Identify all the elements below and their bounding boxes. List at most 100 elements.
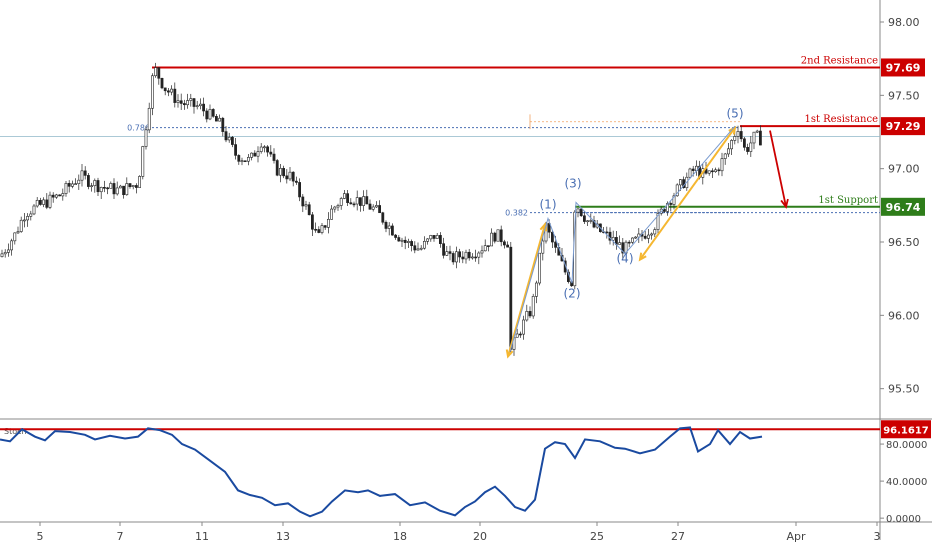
- candle-body: [176, 100, 180, 103]
- candlestick: [477, 251, 481, 265]
- candlestick: [717, 167, 721, 176]
- candlestick: [64, 180, 68, 197]
- candle-body: [400, 239, 404, 242]
- candle-body: [109, 183, 113, 189]
- candle-body: [163, 87, 167, 92]
- candle-body: [291, 171, 295, 182]
- candlestick: [582, 211, 586, 224]
- candle-body: [77, 179, 81, 184]
- candle-body: [730, 140, 734, 150]
- candle-body: [253, 152, 257, 157]
- candlestick: [224, 126, 228, 143]
- candle-body: [266, 146, 270, 153]
- candle-body: [749, 142, 753, 152]
- candle-body: [42, 199, 46, 205]
- candlestick: [634, 236, 638, 239]
- price-pane: 0.786 0.382 2nd Resistance 97.69 1st Resista…: [0, 55, 925, 359]
- candle-body: [707, 170, 711, 174]
- candle-body: [323, 225, 327, 228]
- candlestick: [77, 174, 81, 190]
- candle-body: [416, 248, 420, 251]
- candle-body: [723, 153, 727, 159]
- candlestick: [179, 93, 183, 110]
- candlestick: [413, 241, 417, 254]
- candlestick: [643, 230, 647, 240]
- candle-body: [454, 251, 458, 263]
- candle-body: [480, 250, 484, 254]
- candle-body: [103, 187, 106, 189]
- candle-body: [461, 256, 465, 260]
- candle-body: [211, 109, 215, 117]
- candlestick: [256, 146, 260, 163]
- candlestick: [669, 201, 673, 212]
- candle-body: [755, 130, 759, 133]
- candlestick: [131, 184, 135, 190]
- candle-body: [339, 198, 343, 206]
- candlestick: [614, 230, 618, 250]
- candle-body: [358, 197, 362, 206]
- candlestick: [458, 248, 462, 263]
- candle-body: [269, 151, 273, 155]
- candlestick: [38, 197, 42, 206]
- candlestick: [381, 211, 385, 225]
- candle-body: [390, 225, 394, 236]
- candle-body: [352, 203, 356, 206]
- wave-label: (4): [617, 252, 634, 266]
- level-price-tag-text: 97.69: [886, 61, 921, 74]
- candle-body: [486, 245, 490, 247]
- candlestick: [726, 142, 730, 158]
- candlestick: [502, 239, 506, 249]
- candle-body: [189, 98, 193, 101]
- candlestick: [157, 67, 161, 85]
- candlestick: [416, 242, 420, 251]
- candlestick: [119, 184, 122, 189]
- candlestick: [333, 205, 337, 213]
- wave-arrow: [639, 127, 736, 261]
- candle-body: [378, 205, 382, 214]
- candle-body: [448, 251, 452, 254]
- candle-body: [29, 213, 33, 217]
- candle-body: [605, 231, 609, 234]
- candlestick: [755, 129, 759, 134]
- candlestick: [122, 185, 126, 199]
- candle-body: [71, 183, 74, 187]
- candlestick: [374, 201, 378, 209]
- candlestick: [54, 193, 58, 199]
- candlestick: [262, 145, 266, 153]
- candlestick: [218, 114, 222, 122]
- candle-body: [477, 252, 481, 258]
- candlestick: [675, 183, 679, 197]
- grid-layer: [0, 0, 932, 540]
- candle-body: [288, 171, 292, 180]
- candlestick: [253, 150, 257, 157]
- candle-body: [422, 241, 426, 249]
- candlestick: [259, 143, 263, 154]
- candle-body: [666, 203, 670, 212]
- candle-body: [141, 146, 145, 177]
- candle-body: [554, 241, 558, 248]
- candlestick: [151, 73, 154, 116]
- candlestick: [390, 223, 394, 236]
- candlestick: [627, 240, 631, 248]
- candle-body: [384, 221, 388, 229]
- candlestick: [707, 170, 711, 176]
- candle-body: [298, 182, 302, 198]
- candlestick: [518, 331, 522, 338]
- candle-body: [131, 185, 135, 187]
- candle-body: [122, 185, 126, 196]
- candle-body: [278, 168, 282, 176]
- forecast-arrow-head: [780, 198, 789, 209]
- candle-body: [35, 199, 39, 207]
- time-tick-label: 20: [473, 530, 487, 543]
- candle-body: [58, 194, 62, 197]
- candlestick: [208, 104, 212, 121]
- stoch-y-axis: 80.0000 40.0000 0.0000: [880, 440, 927, 525]
- candle-body: [310, 214, 314, 230]
- candlestick: [195, 100, 199, 110]
- candle-body: [74, 183, 78, 185]
- candlestick: [608, 227, 612, 245]
- candle-body: [397, 237, 401, 242]
- candle-body: [474, 256, 478, 259]
- candle-body: [403, 239, 407, 243]
- candle-body: [410, 241, 414, 246]
